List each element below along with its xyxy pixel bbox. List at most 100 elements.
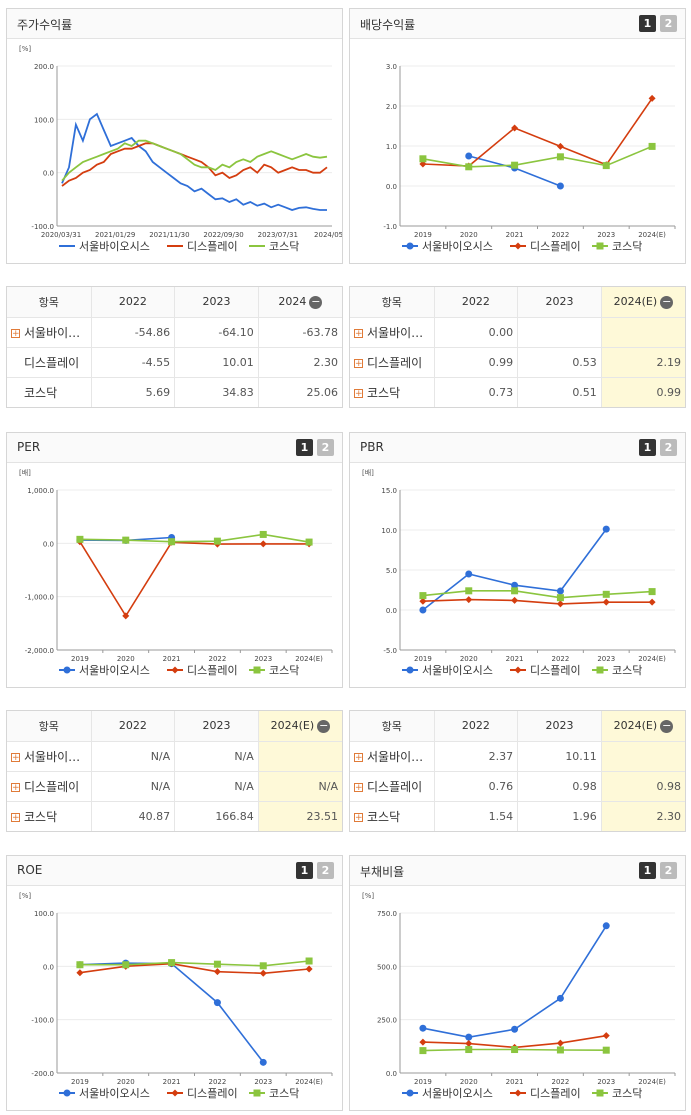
row-label[interactable]: + 코스닥	[354, 809, 401, 824]
view-2-button[interactable]: 2	[317, 439, 334, 456]
debt-ratio-panel: 부채비율 1 2 [%] 750.0 500.0 250.0 0.0 2019 2020 20…	[349, 855, 686, 1111]
plus-icon[interactable]: +	[354, 752, 363, 763]
view-1-button[interactable]: 1	[296, 862, 313, 879]
x-tick-label: 2019	[414, 231, 432, 239]
data-point	[556, 1046, 564, 1054]
row-label[interactable]: + 코스닥	[11, 809, 58, 824]
legend-marker	[63, 1089, 71, 1097]
series-line-3	[422, 145, 653, 168]
column-header: 2024−	[257, 287, 342, 318]
x-tick-label: 2023	[254, 655, 272, 663]
table-cell: -63.78	[257, 317, 342, 348]
dividend-yield-panel: 배당수익률 1 2 3.0 2.0 1.0 0.0 -1.0 2019 2020 2021 20…	[349, 8, 686, 264]
x-tick-label: 2019	[71, 655, 89, 663]
legend-label: 디스플레이	[530, 240, 581, 253]
table-cell: 25.06	[257, 377, 342, 407]
data-point	[213, 537, 221, 545]
x-tick-label: 2021/11/30	[149, 231, 189, 239]
data-point	[76, 535, 84, 543]
data-point	[76, 969, 84, 977]
plus-icon[interactable]: +	[11, 328, 20, 339]
data-point	[465, 596, 473, 604]
minus-icon[interactable]: −	[309, 294, 323, 309]
x-tick-label: 2022/09/30	[203, 231, 243, 239]
data-point	[419, 606, 427, 614]
table-row: + 코스닥 1.54 1.96 2.30	[350, 801, 685, 831]
x-tick-label: 2023	[254, 1078, 272, 1086]
column-header: 항목	[350, 711, 434, 742]
y-tick-label: 1,000.0	[27, 487, 54, 495]
data-point	[602, 590, 610, 598]
row-label[interactable]: + 디스플레이	[7, 771, 91, 802]
legend-marker	[171, 666, 179, 674]
y-tick-label: 100.0	[34, 910, 54, 918]
panel-header: 배당수익률 1 2	[350, 9, 685, 39]
plus-icon[interactable]: +	[11, 782, 20, 793]
plus-icon[interactable]: +	[11, 752, 20, 763]
y-tick-label: 100.0	[34, 116, 54, 124]
column-header: 2022	[433, 287, 518, 318]
stock-return-panel: 주가수익률 [%] 200.0 100.0 0.0 -100.0 2020/03/31 20…	[6, 8, 343, 264]
x-tick-label: 2022	[552, 231, 570, 239]
view-2-button[interactable]: 2	[660, 439, 677, 456]
per-panel: PER 1 2 [배] 1,000.0 0.0 -1,000.0 -2,000.0 201…	[6, 432, 343, 688]
legend-label: 서울바이오시스	[422, 240, 493, 253]
x-tick-label: 2024(E)	[638, 231, 666, 239]
column-header: 2022	[90, 287, 175, 318]
column-header: 항목	[350, 287, 434, 318]
minus-icon[interactable]: −	[317, 718, 331, 733]
table-row: 코스닥 5.69 34.83 25.06	[7, 377, 342, 407]
x-tick-label: 2020	[117, 1078, 135, 1086]
view-2-button[interactable]: 2	[317, 862, 334, 879]
data-point	[259, 1058, 267, 1066]
x-tick-label: 2024/05/3	[314, 231, 342, 239]
x-tick-label: 2019	[414, 655, 432, 663]
x-tick-label: 2022	[209, 1078, 227, 1086]
data-point	[419, 592, 427, 600]
row-label[interactable]: + 서울바이…	[7, 317, 91, 348]
table-cell: -4.55	[90, 347, 175, 378]
view-1-button[interactable]: 1	[639, 439, 656, 456]
view-1-button[interactable]: 1	[296, 439, 313, 456]
row-label[interactable]: + 서울바이…	[350, 741, 434, 772]
row-label[interactable]: + 디스플레이	[350, 347, 434, 378]
row-label[interactable]: + 서울바이…	[350, 317, 434, 348]
table-cell: 2.37	[433, 741, 518, 772]
row-label[interactable]: + 디스플레이	[350, 771, 434, 802]
view-2-button[interactable]: 2	[660, 862, 677, 879]
y-tick-label: -200.0	[31, 1070, 54, 1078]
minus-icon[interactable]: −	[660, 718, 674, 733]
view-2-button[interactable]: 2	[660, 15, 677, 32]
plus-icon[interactable]: +	[354, 388, 363, 399]
panel-header: 부채비율 1 2	[350, 856, 685, 886]
legend-label: 디스플레이	[187, 1087, 238, 1100]
data-point	[648, 142, 656, 150]
legend-label: 코스닥	[612, 1087, 642, 1100]
minus-icon[interactable]: −	[660, 294, 674, 309]
y-tick-label: 0.0	[386, 1070, 397, 1078]
plus-icon[interactable]: +	[354, 782, 363, 793]
table-cell: -54.86	[90, 317, 175, 348]
x-tick-label: 2021	[506, 1078, 524, 1086]
legend-label: 서울바이오시스	[422, 1087, 493, 1100]
legend-marker	[406, 666, 414, 674]
view-1-button[interactable]: 1	[639, 862, 656, 879]
y-tick-label: -100.0	[31, 223, 54, 231]
legend-label: 코스닥	[269, 664, 299, 677]
legend-marker	[253, 1089, 261, 1097]
plus-icon[interactable]: +	[354, 358, 363, 369]
legend-marker	[253, 666, 261, 674]
series-line-3	[79, 533, 310, 543]
table-row: + 코스닥 40.87 166.84 23.51	[7, 801, 342, 831]
row-label[interactable]: + 서울바이…	[7, 741, 91, 772]
plus-icon[interactable]: +	[354, 812, 363, 823]
plus-icon[interactable]: +	[11, 812, 20, 823]
plus-icon[interactable]: +	[354, 328, 363, 339]
legend-marker	[63, 666, 71, 674]
view-1-button[interactable]: 1	[639, 15, 656, 32]
y-tick-label: 10.0	[381, 527, 397, 535]
x-tick-label: 2021	[506, 655, 524, 663]
table-cell: 5.69	[90, 377, 175, 407]
row-label[interactable]: + 코스닥	[354, 385, 401, 400]
y-tick-label: -1,000.0	[25, 594, 54, 602]
